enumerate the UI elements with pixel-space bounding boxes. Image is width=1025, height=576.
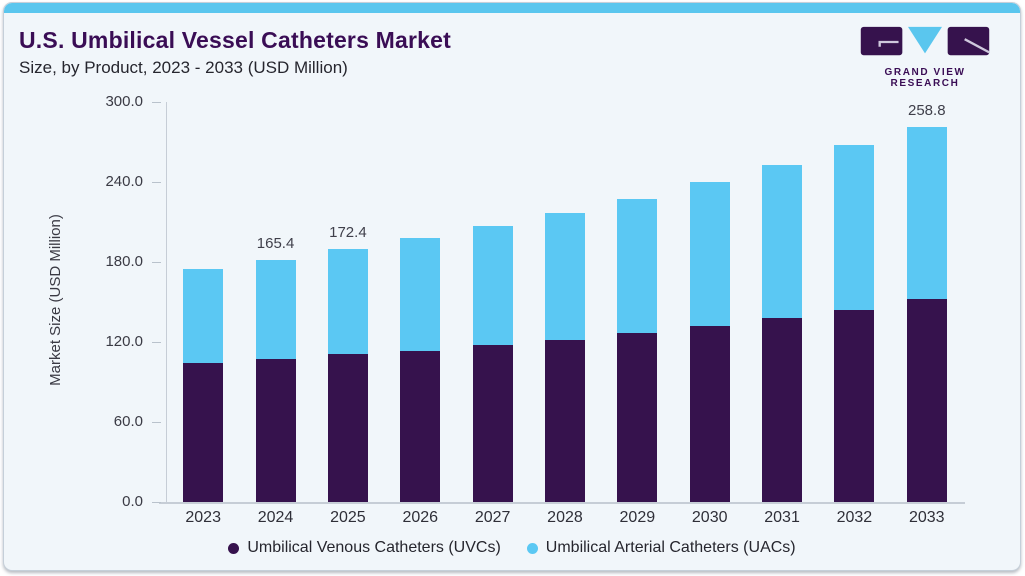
bar-column-2032 <box>818 102 890 502</box>
uvc-segment <box>183 363 224 502</box>
page-title: U.S. Umbilical Vessel Catheters Market <box>19 27 452 53</box>
x-tick-label: 2025 <box>330 509 366 526</box>
top-accent-bar <box>4 3 1020 13</box>
bar-column-2026 <box>384 102 456 502</box>
uac-segment <box>689 182 730 326</box>
chart-card: U.S. Umbilical Vessel Catheters Market S… <box>3 2 1021 571</box>
uvc-segment <box>255 359 296 502</box>
x-tick-label: 2024 <box>257 509 294 526</box>
uvc-segment <box>617 333 658 502</box>
bar-column-2024: 165.4 <box>239 102 311 502</box>
uac-segment <box>255 260 296 359</box>
uac-segment <box>400 238 441 351</box>
uvc-segment <box>400 351 441 502</box>
uvc-segment <box>906 299 947 502</box>
uac-segment <box>762 165 803 318</box>
x-tick-label: 2033 <box>908 509 945 526</box>
x-tick-label: 2026 <box>402 509 439 526</box>
y-axis-line <box>166 102 167 503</box>
bar-value-label: 172.4 <box>329 224 367 241</box>
uac-segment <box>834 145 875 310</box>
bar-column-2029 <box>601 102 673 502</box>
uvc-legend-dot-icon <box>228 542 240 554</box>
uac-legend-label: Umbilical Arterial Catheters (UACs) <box>545 539 796 556</box>
bar-column-2025: 172.4 <box>312 102 384 502</box>
x-tick-label: 2031 <box>764 509 800 526</box>
uvc-segment <box>327 354 368 502</box>
x-tick-label: 2028 <box>547 509 583 526</box>
uac-segment <box>906 127 947 300</box>
legend-item-uvc: Umbilical Venous Catheters (UVCs) <box>228 539 501 557</box>
bar-column-2028 <box>529 102 601 502</box>
bar-column-2033: 258.8 <box>891 102 963 502</box>
bar-value-label: 165.4 <box>256 235 295 252</box>
legend-item-uac: Umbilical Arterial Catheters (UACs) <box>526 539 796 557</box>
uac-segment <box>472 226 513 345</box>
x-tick-label: 2029 <box>619 509 656 526</box>
bars: 165.4 172.4 258.8 <box>167 102 963 502</box>
bar-column-2023 <box>167 102 239 502</box>
uac-segment <box>183 269 224 363</box>
plot-area: 165.4 172.4 258.8 <box>167 102 963 502</box>
uvc-segment <box>472 345 513 502</box>
x-axis-labels: 2023 2024 2025 2026 2027 2028 2029 2030 2031 2032… <box>167 509 963 527</box>
uac-segment <box>327 249 368 354</box>
x-tick-label: 2032 <box>836 509 873 526</box>
uvc-segment <box>762 318 803 502</box>
uac-segment <box>544 213 585 340</box>
bar-column-2030 <box>674 102 746 502</box>
uvc-legend-label: Umbilical Venous Catheters (UVCs) <box>247 539 501 556</box>
uvc-segment <box>689 326 730 502</box>
x-tick-label: 2027 <box>474 509 511 526</box>
legend: Umbilical Venous Catheters (UVCs) Umbili… <box>4 539 1020 557</box>
x-axis-line <box>159 502 965 504</box>
uac-legend-dot-icon <box>526 542 538 554</box>
uvc-segment <box>544 340 585 502</box>
bar-value-label: 258.8 <box>908 102 946 119</box>
grand-view-research-logo: GRAND VIEW RESEARCH <box>850 25 1000 89</box>
gvr-logo-icon <box>860 26 990 56</box>
uac-segment <box>617 199 658 333</box>
page-subtitle: Size, by Product, 2023 - 2033 (USD Milli… <box>19 58 348 77</box>
uvc-segment <box>834 310 875 502</box>
x-tick-label: 2023 <box>185 509 221 526</box>
gvr-logo-text: GRAND VIEW RESEARCH <box>884 67 966 89</box>
bar-column-2027 <box>456 102 528 502</box>
bar-column-2031 <box>746 102 818 502</box>
x-tick-label: 2030 <box>691 509 728 526</box>
